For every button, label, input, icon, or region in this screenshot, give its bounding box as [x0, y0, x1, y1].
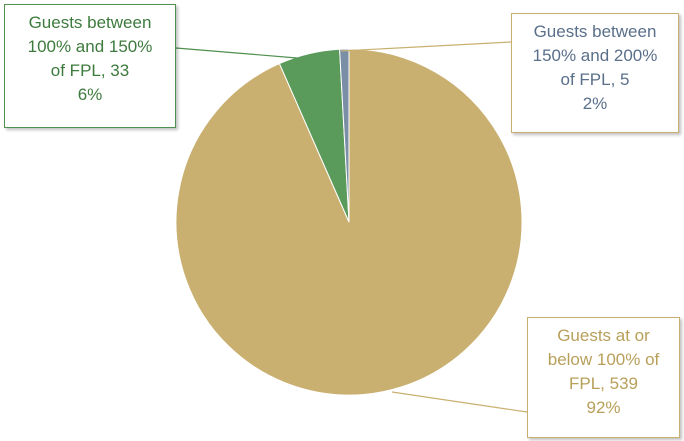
data-label-150-200-fpl: Guests between 150% and 200% of FPL, 5 2…	[511, 13, 679, 133]
data-label-100-150-fpl: Guests between 100% and 150% of FPL, 33 …	[4, 4, 176, 128]
label-percent: 6%	[77, 85, 103, 104]
pie-slice-150-200	[339, 48, 350, 223]
leader-line-150-200	[340, 41, 512, 52]
label-line-3: FPL, 539	[569, 374, 638, 393]
label-percent: 2%	[582, 94, 608, 113]
label-line-2: below 100% of	[547, 350, 660, 369]
label-line-3: of FPL, 33	[50, 61, 130, 80]
label-line-2: 100% and 150%	[27, 37, 153, 56]
pie-slices	[175, 48, 523, 396]
label-line-1: Guests between	[533, 22, 657, 41]
leader-lines	[175, 41, 528, 413]
data-label-at-or-below-100-fpl: Guests at or below 100% of FPL, 539 92%	[527, 317, 680, 438]
label-line-3: of FPL, 5	[560, 70, 630, 89]
label-line-2: 150% and 200%	[532, 46, 658, 65]
leader-line-at-or-below-100	[391, 391, 528, 413]
label-percent: 92%	[586, 398, 621, 417]
label-line-1: Guests at or	[557, 326, 650, 345]
leader-line-100-150	[175, 47, 298, 59]
label-line-1: Guests between	[28, 13, 152, 32]
